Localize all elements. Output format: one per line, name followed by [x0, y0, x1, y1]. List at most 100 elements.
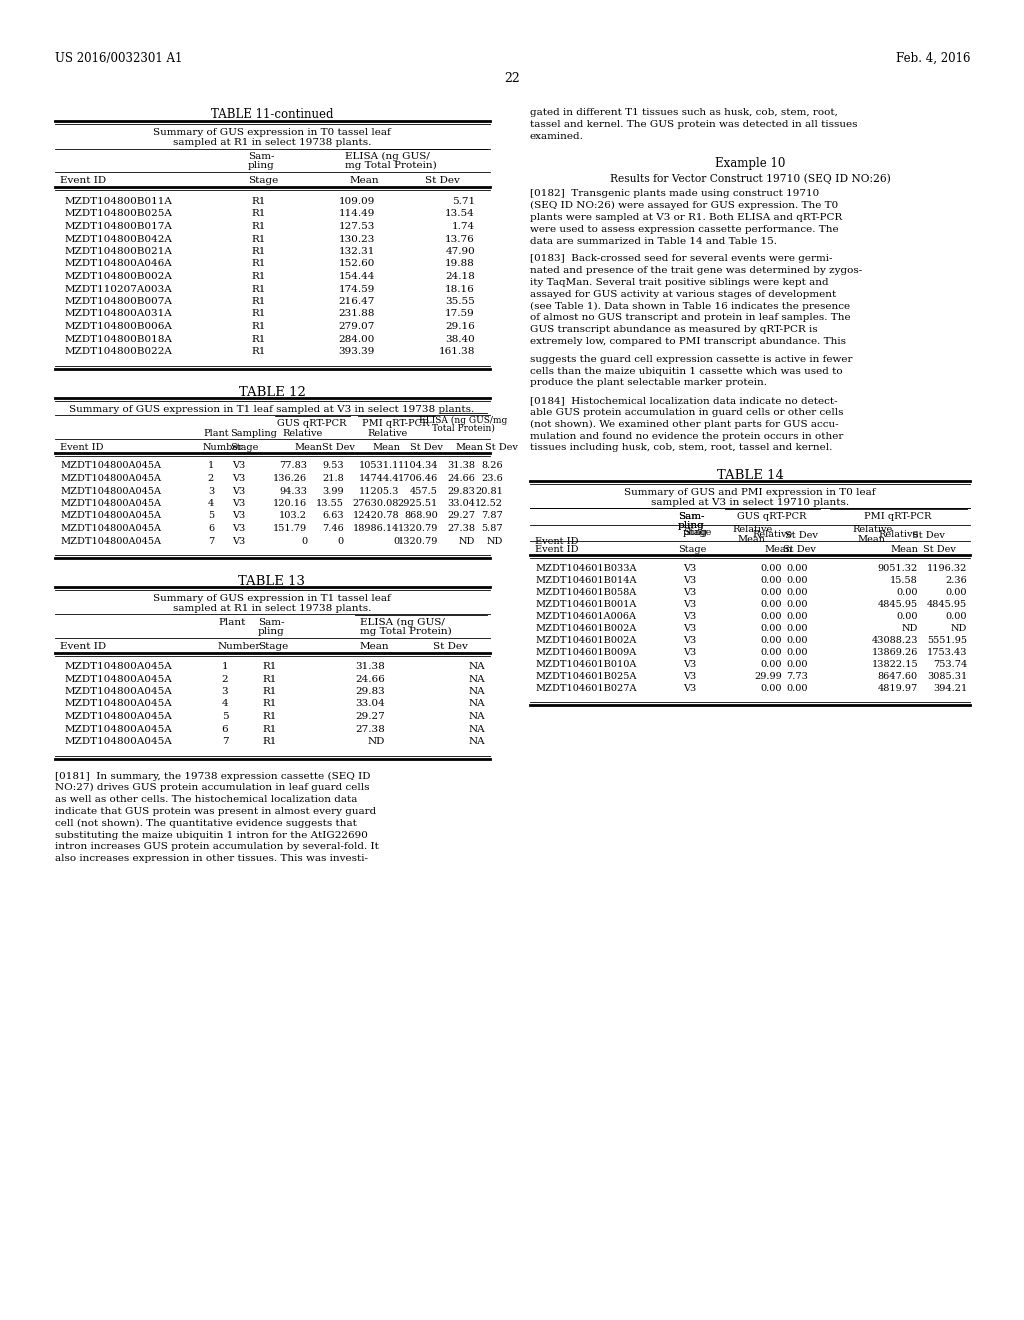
Text: 393.39: 393.39 [339, 347, 375, 356]
Text: GUS qRT-PCR: GUS qRT-PCR [737, 512, 807, 521]
Text: 33.04: 33.04 [447, 499, 475, 508]
Text: 29.27: 29.27 [447, 511, 475, 520]
Text: 2925.51: 2925.51 [397, 499, 438, 508]
Text: 0.00: 0.00 [896, 612, 918, 622]
Text: 0.00: 0.00 [761, 648, 782, 657]
Text: 0.00: 0.00 [761, 612, 782, 622]
Text: ELISA (ng GUS/: ELISA (ng GUS/ [360, 618, 444, 627]
Text: MZDT104800A031A: MZDT104800A031A [65, 309, 173, 318]
Text: R1: R1 [251, 297, 265, 306]
Text: V3: V3 [683, 589, 696, 597]
Text: Stage: Stage [678, 545, 707, 554]
Text: NO:27) drives GUS protein accumulation in leaf guard cells: NO:27) drives GUS protein accumulation i… [55, 783, 370, 792]
Text: 12420.78: 12420.78 [352, 511, 399, 520]
Text: MZDT104601B002A: MZDT104601B002A [535, 624, 636, 634]
Text: (see Table 1). Data shown in Table 16 indicates the presence: (see Table 1). Data shown in Table 16 in… [530, 301, 850, 310]
Text: St Dev: St Dev [912, 531, 945, 540]
Text: V3: V3 [232, 499, 246, 508]
Text: 24.18: 24.18 [445, 272, 475, 281]
Text: MZDT104800A045A: MZDT104800A045A [60, 462, 161, 470]
Text: 0.00: 0.00 [786, 564, 808, 573]
Text: MZDT104800B011A: MZDT104800B011A [65, 197, 173, 206]
Text: 8647.60: 8647.60 [878, 672, 918, 681]
Text: Summary of GUS expression in T0 tassel leaf: Summary of GUS expression in T0 tassel l… [154, 128, 391, 137]
Text: MZDT104800B002A: MZDT104800B002A [65, 272, 173, 281]
Text: V3: V3 [683, 601, 696, 610]
Text: 94.33: 94.33 [279, 487, 307, 495]
Text: 0.00: 0.00 [786, 624, 808, 634]
Text: 4819.97: 4819.97 [878, 684, 918, 693]
Text: 77.83: 77.83 [279, 462, 307, 470]
Text: R1: R1 [251, 334, 265, 343]
Text: sampled at R1 in select 19738 plants.: sampled at R1 in select 19738 plants. [173, 605, 371, 612]
Text: 0.00: 0.00 [786, 636, 808, 645]
Text: as well as other cells. The histochemical localization data: as well as other cells. The histochemica… [55, 795, 357, 804]
Text: Mean: Mean [360, 642, 389, 651]
Text: R1: R1 [251, 210, 265, 219]
Text: 3: 3 [208, 487, 214, 495]
Text: MZDT104800A045A: MZDT104800A045A [65, 700, 173, 709]
Text: 29.27: 29.27 [355, 711, 385, 721]
Text: V3: V3 [232, 474, 246, 483]
Text: US 2016/0032301 A1: US 2016/0032301 A1 [55, 51, 182, 65]
Text: St Dev: St Dev [410, 442, 442, 451]
Text: 19.88: 19.88 [445, 260, 475, 268]
Text: Relative: Relative [878, 531, 919, 539]
Text: 103.2: 103.2 [279, 511, 307, 520]
Text: were used to assess expression cassette performance. The: were used to assess expression cassette … [530, 224, 839, 234]
Text: 24.66: 24.66 [447, 474, 475, 483]
Text: Mean: Mean [890, 545, 918, 554]
Text: V3: V3 [683, 684, 696, 693]
Text: Event ID: Event ID [60, 642, 106, 651]
Text: 0: 0 [301, 536, 307, 545]
Text: 0.00: 0.00 [945, 589, 967, 597]
Text: substituting the maize ubiquitin 1 intron for the AtIG22690: substituting the maize ubiquitin 1 intro… [55, 830, 368, 840]
Text: NA: NA [468, 725, 485, 734]
Text: 17.59: 17.59 [445, 309, 475, 318]
Text: Mean: Mean [764, 545, 792, 554]
Text: 6.63: 6.63 [323, 511, 344, 520]
Text: Total Protein): Total Protein) [431, 424, 495, 433]
Text: 4845.95: 4845.95 [927, 601, 967, 610]
Text: R1: R1 [251, 235, 265, 243]
Text: 3085.31: 3085.31 [927, 672, 967, 681]
Text: 457.5: 457.5 [411, 487, 438, 495]
Text: 5: 5 [208, 511, 214, 520]
Text: tissues including husk, cob, stem, root, tassel and kernel.: tissues including husk, cob, stem, root,… [530, 444, 833, 453]
Text: 13.54: 13.54 [445, 210, 475, 219]
Text: 21.8: 21.8 [323, 474, 344, 483]
Text: MZDT104800A045A: MZDT104800A045A [65, 675, 173, 684]
Text: 1.74: 1.74 [452, 222, 475, 231]
Text: MZDT104800A045A: MZDT104800A045A [65, 711, 173, 721]
Text: MZDT104601A006A: MZDT104601A006A [535, 612, 636, 622]
Text: MZDT104601B010A: MZDT104601B010A [535, 660, 636, 669]
Text: 18986.14: 18986.14 [352, 524, 399, 533]
Text: V3: V3 [683, 624, 696, 634]
Text: suggests the guard cell expression cassette is active in fewer: suggests the guard cell expression casse… [530, 355, 853, 364]
Text: 154.44: 154.44 [339, 272, 375, 281]
Text: 1196.32: 1196.32 [927, 564, 967, 573]
Text: 20.81: 20.81 [475, 487, 503, 495]
Text: Event ID: Event ID [60, 176, 106, 185]
Text: MZDT104800A045A: MZDT104800A045A [65, 686, 173, 696]
Text: Event ID: Event ID [535, 545, 579, 554]
Text: NA: NA [468, 663, 485, 671]
Text: plants were sampled at V3 or R1. Both ELISA and qRT-PCR: plants were sampled at V3 or R1. Both EL… [530, 213, 843, 222]
Text: 6: 6 [221, 725, 228, 734]
Text: R1: R1 [251, 347, 265, 356]
Text: MZDT104601B002A: MZDT104601B002A [535, 636, 636, 645]
Text: MZDT104800A045A: MZDT104800A045A [65, 663, 173, 671]
Text: MZDT104601B014A: MZDT104601B014A [535, 577, 637, 585]
Text: nated and presence of the trait gene was determined by zygos-: nated and presence of the trait gene was… [530, 267, 862, 275]
Text: 43088.23: 43088.23 [871, 636, 918, 645]
Text: 13869.26: 13869.26 [871, 648, 918, 657]
Text: 0.00: 0.00 [761, 589, 782, 597]
Text: cells than the maize ubiquitin 1 cassette which was used to: cells than the maize ubiquitin 1 cassett… [530, 367, 843, 376]
Text: MZDT104800B021A: MZDT104800B021A [65, 247, 173, 256]
Text: intron increases GUS protein accumulation by several-fold. It: intron increases GUS protein accumulatio… [55, 842, 379, 851]
Text: 114.49: 114.49 [339, 210, 375, 219]
Text: R1: R1 [251, 197, 265, 206]
Text: pling: pling [678, 521, 705, 531]
Text: 1: 1 [221, 663, 228, 671]
Text: 29.16: 29.16 [445, 322, 475, 331]
